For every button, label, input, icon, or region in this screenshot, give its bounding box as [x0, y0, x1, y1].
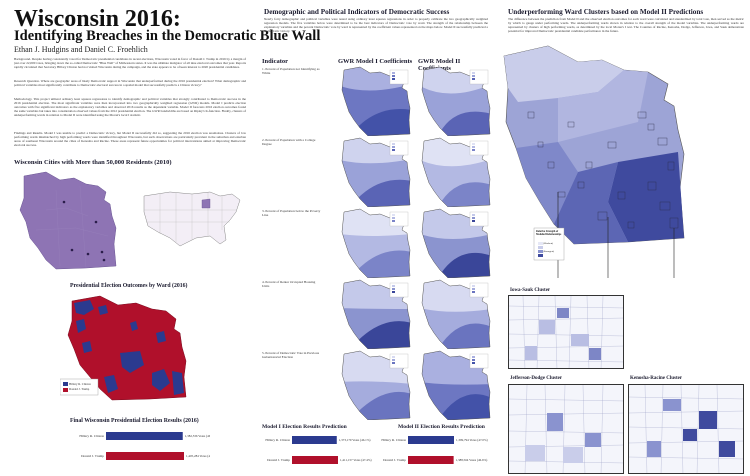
indicators-section-title: Demographic and Political Indicators of …	[264, 8, 450, 16]
model2-prediction-chart: Hillary R. Clinton 1,399,794 Votes (47.0%…	[381, 436, 488, 464]
model1-category-label: Donald J. Trump	[267, 458, 290, 462]
indicator-label-2: 2. Percent of Population with a College …	[262, 138, 316, 146]
coefficient-map-model1-indicator-4	[340, 279, 412, 354]
indicator-label-5: 5. Percent of Democratic Vote in Previou…	[262, 351, 320, 359]
model2-bar	[408, 456, 454, 464]
middle-column: Demographic and Political Indicators of …	[256, 0, 492, 476]
poster-title: Wisconsin 2016:	[14, 6, 181, 32]
final-results-category-label: Donald J. Trump	[81, 454, 104, 458]
iowa-sauk-title: Iowa-Sauk Cluster	[510, 288, 551, 293]
coefficient-map-model2-indicator-2	[420, 137, 492, 212]
final-results-bar	[106, 452, 184, 460]
final-results-title: Final Wisconsin Presidential Election Re…	[70, 418, 199, 424]
kenosha-racine-title: Kenosha-Racine Cluster	[630, 376, 683, 381]
cluster-legend: Relative Strength of Modeled Relationshi…	[536, 230, 564, 236]
poster-authors: Ethan J. Hudgins and Daniel C. Froehlich	[14, 45, 148, 54]
outcomes-map-title: Presidential Election Outcomes by Ward (…	[70, 283, 188, 289]
model1-category-label: Hillary R. Clinton	[265, 438, 290, 442]
outcomes-legend: Hillary R. Clinton Donald J. Trump	[69, 382, 91, 392]
model1-bar	[292, 456, 338, 464]
coefficient-map-model1-indicator-5	[340, 350, 412, 425]
model2-category-label: Hillary R. Clinton	[381, 438, 406, 442]
coefficient-map-model2-indicator-4	[420, 279, 492, 354]
ward-outcomes-map	[60, 295, 187, 401]
final-results-chart: Hillary R. Clinton 1,382,536 Votes (46.5%…	[79, 432, 210, 460]
coefficient-map-model1-indicator-3	[340, 208, 412, 283]
indicator-label-3: 3. Percent of Population below the Pover…	[262, 209, 321, 217]
coefficient-map-model2-indicator-5	[420, 350, 492, 425]
indicator-label-4: 4. Percent of Renter Occupied Housing Un…	[262, 280, 316, 288]
model1-value-label: 1,373,179 Votes (46.1%)	[339, 438, 371, 443]
model2-value-label: 1,388,564 Votes (46.6%)	[456, 458, 488, 463]
left-column: Wisconsin 2016: Identifying Breaches in …	[0, 0, 320, 476]
underperforming-clusters-map	[498, 42, 750, 282]
model2-prediction-title: Model II Election Results Prediction	[398, 424, 485, 430]
jefferson-dodge-title: Jefferson-Dodge Cluster	[510, 376, 563, 381]
model1-prediction-chart: Hillary R. Clinton 1,373,179 Votes (46.1%…	[265, 436, 372, 464]
final-results-value-label: 1,405,284 Votes (47.2%)	[186, 454, 210, 459]
indicators-intro: Nearly forty demographic and political v…	[264, 17, 488, 34]
coefficient-map-model1-indicator-2	[340, 137, 412, 212]
coefficient-map-model1-indicator-1	[340, 66, 412, 141]
cluster-legend-weakest: (Weakest)	[543, 242, 554, 245]
final-results-value-label: 1,382,536 Votes (46.5%)	[185, 434, 210, 439]
jefferson-dodge-map	[508, 384, 624, 474]
cluster-legend-strongest: (Strongest)	[543, 250, 555, 253]
kenosha-racine-map	[628, 384, 744, 474]
cities-usa-map	[143, 191, 241, 247]
model2-bar	[408, 436, 454, 444]
indicator-column-head: Indicator	[262, 58, 288, 65]
model1-bar	[292, 436, 337, 444]
outcomes-legend-clinton: Hillary R. Clinton	[69, 382, 91, 386]
findings-paragraph: Findings and Results. Model I was unable…	[14, 131, 246, 148]
indicator-label-1: 1. Percent of Population not Identifying…	[262, 67, 320, 75]
clusters-section-title: Underperforming Ward Clusters based on M…	[508, 8, 704, 16]
model1-column-head: GWR Model I Coefficients	[338, 58, 413, 65]
outcomes-legend-trump: Donald J. Trump	[69, 387, 90, 391]
iowa-sauk-map	[508, 295, 624, 369]
final-results-bar	[106, 432, 183, 440]
cities-map-title: Wisconsin Cities with More than 50,000 R…	[14, 159, 172, 166]
cluster-legend-title: Relative Strength of Modeled Relationshi…	[536, 230, 562, 236]
model1-prediction-title: Model I Election Results Prediction	[262, 424, 347, 430]
poster-subtitle: Identifying Breaches in the Democratic B…	[14, 28, 321, 44]
research-question-paragraph: Research Question. Where are geographic …	[14, 79, 246, 88]
final-results-category-label: Hillary R. Clinton	[79, 434, 104, 438]
coefficient-map-model2-indicator-3	[420, 208, 492, 283]
right-column: Underperforming Ward Clusters based on M…	[498, 0, 750, 476]
coefficient-map-model2-indicator-1	[420, 66, 492, 141]
background-paragraph: Background. Despite having consistently …	[14, 57, 246, 70]
model1-value-label: 1,411,157 Votes (47.4%)	[340, 458, 372, 463]
model2-value-label: 1,399,794 Votes (47.0%)	[456, 438, 488, 443]
cities-wisconsin-map	[19, 171, 117, 270]
methodology-paragraph: Methodology. This project utilized ordin…	[14, 97, 246, 118]
cluster-legend-labels: (Weakest) (Strongest)	[543, 242, 554, 254]
model2-category-label: Donald J. Trump	[383, 458, 406, 462]
clusters-intro: The difference between the prediction fr…	[508, 17, 744, 34]
